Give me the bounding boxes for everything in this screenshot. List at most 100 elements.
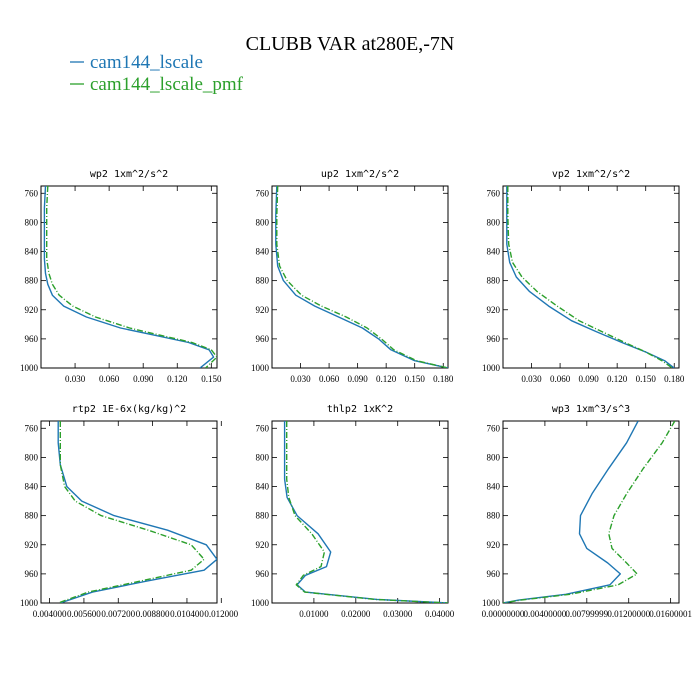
- plot-frame: [502, 420, 680, 604]
- x-tick-label: 0.004000: [33, 609, 67, 619]
- y-tick-label: 840: [256, 247, 270, 257]
- y-tick-label: 1000: [20, 363, 39, 373]
- y-tick-label: 920: [487, 540, 501, 550]
- x-tick-label: 0.060: [99, 374, 120, 384]
- series-line-lscale: [506, 186, 675, 368]
- y-tick-label: 760: [256, 423, 270, 433]
- y-tick-label: 880: [487, 276, 501, 286]
- y-tick-label: 960: [256, 334, 270, 344]
- y-tick-label: 800: [256, 452, 270, 462]
- y-tick-label: 880: [487, 511, 501, 521]
- y-tick-label: 880: [256, 276, 270, 286]
- x-tick-label: 0.01200000: [607, 609, 650, 619]
- panel-title: wp3 1xm^3/s^3: [552, 404, 630, 415]
- y-tick-label: 840: [25, 482, 39, 492]
- panel-title: thlp2 1xK^2: [327, 404, 393, 415]
- series-line-lscale: [283, 421, 448, 603]
- panel-4: thlp2 1xK^2 760 800 840 880 920 960 1000 0.01000…: [251, 404, 455, 619]
- panel-title: wp2 1xm^2/s^2: [90, 169, 168, 180]
- y-tick-label: 760: [487, 188, 501, 198]
- y-tick-label: 800: [487, 217, 501, 227]
- y-tick-label: 920: [487, 305, 501, 315]
- x-tick-label: 0.010400: [170, 609, 204, 619]
- y-tick-label: 800: [487, 452, 501, 462]
- y-tick-label: 760: [256, 188, 270, 198]
- y-tick-label: 840: [256, 482, 270, 492]
- panel-title: up2 1xm^2/s^2: [321, 169, 399, 180]
- panel-title: rtp2 1E-6x(kg/kg)^2: [72, 404, 186, 415]
- series-line-lscale: [57, 421, 217, 603]
- y-tick-label: 1000: [251, 363, 270, 373]
- series-line-lscale: [43, 186, 215, 368]
- y-tick-label: 880: [25, 276, 39, 286]
- x-tick-label: 0.180: [664, 374, 685, 384]
- plot-frame: [40, 185, 218, 369]
- y-tick-label: 840: [487, 247, 501, 257]
- x-tick-label: 0.012000: [204, 609, 238, 619]
- series-line-lscale-pmf: [507, 186, 673, 368]
- y-tick-label: 760: [487, 423, 501, 433]
- panel-3: rtp2 1E-6x(kg/kg)^2 760 800 840 880 920 960 100…: [20, 404, 239, 619]
- panel-5: wp3 1xm^3/s^3 760 800 840 880 920 960 10000.000…: [482, 404, 692, 619]
- y-tick-label: 920: [25, 540, 39, 550]
- x-tick-label: 0.02000: [341, 609, 371, 619]
- y-tick-label: 1000: [482, 598, 501, 608]
- panels: wp2 1xm^2/s^2 760 800 840 880 920 960 1000 0.030…: [20, 169, 692, 619]
- x-tick-label: 0.00400000: [524, 609, 567, 619]
- series-line-lscale-pmf: [286, 421, 448, 603]
- x-tick-label: 0.120: [376, 374, 397, 384]
- series-line-lscale-pmf: [57, 421, 205, 603]
- plot-frame: [271, 420, 449, 604]
- panel-title: vp2 1xm^2/s^2: [552, 169, 630, 180]
- y-tick-label: 800: [25, 452, 39, 462]
- x-tick-label: 0.00799999: [565, 609, 608, 619]
- x-tick-label: 0.005600: [67, 609, 101, 619]
- y-tick-label: 760: [25, 188, 39, 198]
- plot-frame: [40, 420, 218, 604]
- panel-1: up2 1xm^2/s^2 760 800 840 880 920 960 1000 0.030…: [251, 169, 454, 384]
- legend-label-1: cam144_lscale_pmf: [90, 74, 244, 95]
- x-tick-label: 0.030: [521, 374, 542, 384]
- y-tick-label: 1000: [251, 598, 270, 608]
- x-tick-label: 0.007200: [101, 609, 135, 619]
- y-tick-label: 800: [256, 217, 270, 227]
- plot-frame: [502, 185, 680, 369]
- x-tick-label: 0.060: [550, 374, 571, 384]
- series-line-lscale-pmf: [503, 421, 676, 603]
- panel-0: wp2 1xm^2/s^2 760 800 840 880 920 960 1000 0.030…: [20, 169, 222, 384]
- y-tick-label: 880: [25, 511, 39, 521]
- x-tick-label: 0.090: [347, 374, 368, 384]
- legend-label-0: cam144_lscale: [90, 52, 203, 73]
- y-tick-label: 1000: [482, 363, 501, 373]
- x-tick-label: 0.180: [433, 374, 454, 384]
- x-tick-label: 0.150: [201, 374, 222, 384]
- y-tick-label: 960: [487, 569, 501, 579]
- x-tick-label: 0.00000000: [482, 609, 525, 619]
- x-tick-label: 0.150: [405, 374, 426, 384]
- y-tick-label: 840: [25, 247, 39, 257]
- panel-2: vp2 1xm^2/s^2 760 800 840 880 920 960 1000 0.030…: [482, 169, 685, 384]
- series-line-lscale-pmf: [46, 186, 217, 368]
- y-tick-label: 960: [256, 569, 270, 579]
- x-tick-label: 0.01600001: [649, 609, 692, 619]
- y-tick-label: 760: [25, 423, 39, 433]
- x-tick-label: 0.008800: [136, 609, 170, 619]
- figure-title: CLUBB VAR at280E,-7N: [246, 33, 455, 55]
- x-tick-label: 0.150: [636, 374, 657, 384]
- series-line-lscale-pmf: [276, 186, 448, 368]
- x-tick-label: 0.030: [65, 374, 86, 384]
- y-tick-label: 840: [487, 482, 501, 492]
- x-tick-label: 0.090: [133, 374, 154, 384]
- x-tick-label: 0.04000: [425, 609, 455, 619]
- y-tick-label: 920: [25, 305, 39, 315]
- y-tick-label: 920: [256, 305, 270, 315]
- y-tick-label: 800: [25, 217, 39, 227]
- x-tick-label: 0.090: [578, 374, 599, 384]
- plot-frame: [271, 185, 449, 369]
- x-tick-label: 0.120: [607, 374, 628, 384]
- x-tick-label: 0.030: [290, 374, 311, 384]
- legend: cam144_lscale cam144_lscale_pmf: [70, 52, 244, 95]
- y-tick-label: 920: [256, 540, 270, 550]
- series-line-lscale: [275, 186, 448, 368]
